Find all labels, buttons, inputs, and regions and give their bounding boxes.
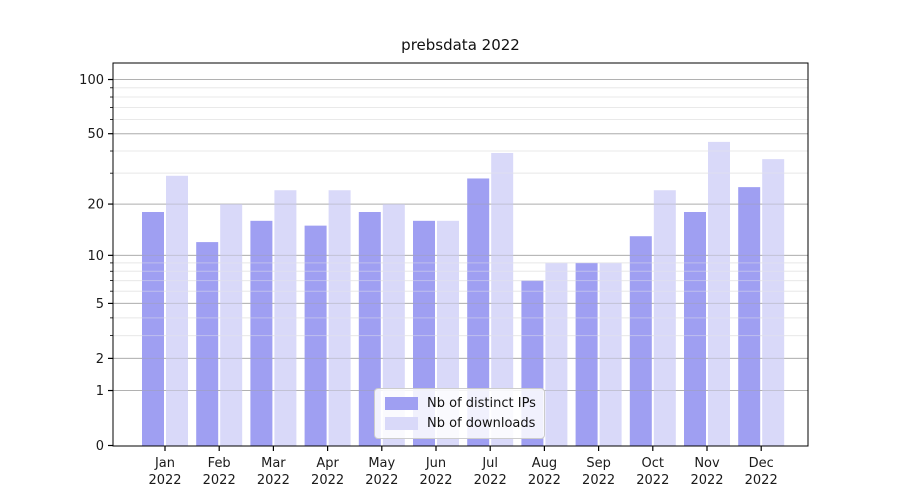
y-tick-label-1: 1 [96, 384, 104, 399]
legend: Nb of distinct IPs Nb of downloads [374, 388, 545, 439]
bar-jan-2022-nb-of-downloads [166, 175, 188, 447]
chart-title: prebsdata 2022 [401, 36, 520, 54]
plot-border [112, 62, 809, 447]
bar-jan-2022-nb-of-distinct-ips [142, 212, 164, 446]
bar-sep-2022-nb-of-downloads [599, 262, 622, 446]
x-tick-label-year-jan: 2022 [148, 473, 181, 488]
bar-dec-2022-nb-of-distinct-ips [738, 187, 761, 447]
bar-may-2022-nb-of-distinct-ips [358, 212, 381, 446]
x-tick-label-year-apr: 2022 [311, 473, 344, 488]
x-tick-label-year-sep: 2022 [582, 473, 615, 488]
x-tick-label-year-jun: 2022 [419, 473, 452, 488]
y-tick-label-10: 10 [87, 249, 104, 264]
x-tick-label-month-feb: Feb [208, 456, 231, 471]
x-tick-label-year-mar: 2022 [257, 473, 290, 488]
x-tick-label-month-aug: Aug [532, 456, 557, 471]
x-tick-label-month-nov: Nov [694, 456, 720, 471]
legend-swatch-downloads [385, 417, 418, 430]
bar-jul-2022-nb-of-distinct-ips [467, 178, 490, 446]
x-tick-label-year-oct: 2022 [636, 473, 669, 488]
x-tick-label-year-dec: 2022 [745, 473, 778, 488]
x-tick-label-month-jun: Jun [425, 456, 446, 471]
x-tick-label-year-jul: 2022 [474, 473, 507, 488]
x-tick-label-month-sep: Sep [586, 456, 611, 471]
x-tick-label-month-may: May [368, 456, 395, 471]
y-tick-label-5: 5 [96, 297, 104, 312]
bar-oct-2022-nb-of-downloads [653, 190, 676, 446]
bar-feb-2022-nb-of-downloads [220, 204, 243, 446]
bar-sep-2022-nb-of-distinct-ips [575, 262, 598, 446]
y-tick-label-50: 50 [87, 127, 104, 142]
bar-may-2022-nb-of-downloads [382, 204, 405, 446]
x-tick-label-month-oct: Oct [642, 456, 664, 471]
y-tick-label-2: 2 [96, 352, 104, 367]
bar-jul-2022-nb-of-downloads [491, 152, 514, 446]
bar-dec-2022-nb-of-downloads [762, 159, 785, 446]
x-tick-label-month-jan: Jan [154, 456, 175, 471]
x-tick-label-year-may: 2022 [365, 473, 398, 488]
x-tick-label-year-nov: 2022 [690, 473, 723, 488]
bar-apr-2022-nb-of-downloads [328, 190, 351, 446]
x-tick-label-month-jul: Jul [481, 456, 498, 471]
x-tick-label-month-apr: Apr [316, 456, 339, 471]
y-tick-label-0: 0 [96, 439, 104, 454]
x-tick-label-month-mar: Mar [261, 456, 286, 471]
bar-apr-2022-nb-of-distinct-ips [304, 225, 327, 446]
x-tick-label-year-aug: 2022 [528, 473, 561, 488]
y-tick-label-20: 20 [87, 198, 104, 213]
bar-feb-2022-nb-of-distinct-ips [196, 242, 219, 446]
bar-mar-2022-nb-of-downloads [274, 190, 297, 446]
x-tick-label-year-feb: 2022 [203, 473, 236, 488]
bar-nov-2022-nb-of-downloads [708, 141, 730, 446]
bar-mar-2022-nb-of-distinct-ips [250, 220, 273, 446]
legend-swatch-distinct-ips [385, 397, 418, 410]
legend-label-distinct-ips: Nb of distinct IPs [427, 396, 536, 411]
legend-item-downloads: Nb of downloads [385, 416, 536, 431]
y-tick-label-100: 100 [79, 73, 104, 88]
x-tick-label-month-dec: Dec [749, 456, 774, 471]
bar-aug-2022-nb-of-downloads [545, 262, 568, 446]
bar-nov-2022-nb-of-distinct-ips [684, 212, 706, 446]
legend-item-distinct-ips: Nb of distinct IPs [385, 396, 536, 411]
bar-oct-2022-nb-of-distinct-ips [629, 236, 652, 446]
legend-label-downloads: Nb of downloads [427, 416, 536, 431]
